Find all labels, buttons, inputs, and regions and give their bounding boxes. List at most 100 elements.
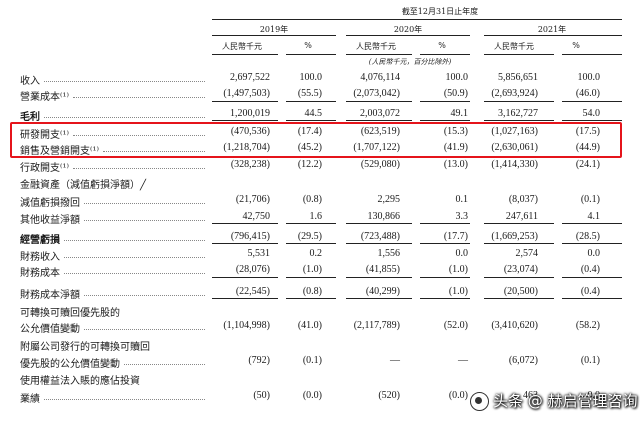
subtotal-rule (484, 101, 554, 102)
percent-cell: (29.5) (297, 231, 322, 242)
subtotal-rule (286, 120, 336, 121)
subtotal-rule (562, 277, 622, 278)
amount-cell: (1,669,253) (491, 231, 538, 242)
percent-cell: (41.0) (297, 320, 322, 331)
amount-cell: (792) (248, 355, 270, 366)
col-amount-2021: 人民幣千元 (494, 42, 534, 51)
watermark: 头条 @ 赫启管理咨询 (470, 390, 638, 411)
table-row: 財務成本 (28,076) (1.0) (41,855) (1.0) (23,074) (0… (0, 264, 640, 279)
subtotal-rule (562, 298, 622, 299)
subtotal-rule (346, 101, 412, 102)
subtotal-rule (346, 120, 412, 121)
amount-cell: 2,574 (515, 248, 539, 259)
percent-cell: 1.6 (309, 211, 323, 222)
col-amount-2020: 人民幣千元 (356, 42, 396, 51)
amount-cell: (22,545) (235, 286, 270, 297)
dot-leader (64, 273, 205, 274)
amount-cell: (40,299) (365, 286, 400, 297)
amount-cell: 130,866 (367, 211, 401, 222)
year-rule-2020 (346, 35, 470, 36)
row-label: 可轉換可贖回優先股的 (20, 308, 120, 319)
amount-cell: (529,080) (360, 159, 400, 170)
row-label: 使用權益法入賬的應佔投資 (20, 376, 140, 387)
percent-cell: (58.2) (575, 320, 600, 331)
percent-cell: (0.8) (302, 194, 322, 205)
dot-leader (73, 168, 205, 169)
table-row: 業績 (50) (0.0) (520) (0.0) 463 0.0 (0, 390, 640, 405)
amount-cell: (2,073,042) (353, 88, 400, 99)
row-label: 財務成本淨額 (20, 290, 80, 301)
amount-cell: 5,856,651 (498, 72, 538, 83)
year-rule-2021 (484, 35, 622, 36)
dot-leader (103, 151, 205, 152)
subtotal-rule (562, 101, 622, 102)
col-rule-3 (346, 54, 412, 55)
percent-cell: — (458, 355, 468, 366)
table-row: 銷售及營銷開支⁽¹⁾ (1,218,704) (45.2) (1,707,122) (4… (0, 142, 640, 157)
amount-cell: (520) (378, 390, 400, 401)
subtotal-rule (286, 101, 336, 102)
percent-cell: (52.0) (443, 320, 468, 331)
amount-cell: 2,295 (377, 194, 401, 205)
percent-cell: 0.1 (455, 194, 469, 205)
table-row: 營業成本⁽¹⁾ (1,497,503) (55.5) (2,073,042) (50.9… (0, 88, 640, 103)
percent-cell: (17.4) (297, 126, 322, 137)
row-label: 金融資產（減值虧損淨額）╱ (20, 180, 147, 191)
amount-cell: (23,074) (503, 264, 538, 275)
amount-cell: (50) (253, 390, 270, 401)
amount-cell: (20,500) (503, 286, 538, 297)
amount-cell: (723,488) (360, 231, 400, 242)
percent-cell: 100.0 (577, 72, 601, 83)
amount-cell: (623,519) (360, 126, 400, 137)
watermark-logo-icon (470, 392, 489, 411)
percent-cell: (55.5) (297, 88, 322, 99)
amount-cell: — (390, 355, 400, 366)
subtotal-rule (484, 298, 554, 299)
subtotal-rule (286, 223, 336, 224)
row-label: 毛利 (20, 112, 40, 123)
dot-leader (44, 399, 205, 400)
percent-cell: (1.0) (302, 264, 322, 275)
row-label: 業績 (20, 394, 40, 405)
percent-cell: 3.3 (455, 211, 469, 222)
subtotal-rule (212, 101, 278, 102)
amount-cell: (2,693,924) (491, 88, 538, 99)
highlight-box (10, 122, 622, 158)
amount-cell: (328,238) (230, 159, 270, 170)
subtotal-rule (212, 243, 278, 244)
amount-cell: 2,003,072 (360, 108, 400, 119)
col-pct-2019: % (304, 41, 312, 50)
table-row: 減值虧損撥回 (21,706) (0.8) 2,295 0.1 (8,037) (0.1) (0, 194, 640, 209)
percent-cell: (0.1) (302, 355, 322, 366)
table-row: 研發開支⁽¹⁾ (470,536) (17.4) (623,519) (15.3) (1,… (0, 126, 640, 141)
subtotal-rule (286, 277, 336, 278)
subtotal-rule (484, 277, 554, 278)
percent-cell: (0.1) (580, 355, 600, 366)
row-label: 銷售及營銷開支⁽¹⁾ (20, 146, 99, 157)
subtotal-rule (420, 101, 470, 102)
percent-cell: 0.0 (587, 390, 601, 401)
percent-cell: 0.0 (455, 248, 469, 259)
percent-cell: 44.5 (304, 108, 323, 119)
unit-note: (人民幣千元，百分比除外) (368, 58, 452, 66)
amount-cell: (1,497,503) (223, 88, 270, 99)
row-label: 優先股的公允價值變動 (20, 359, 120, 370)
period-header: 截至12月31日止年度 (401, 7, 479, 16)
percent-cell: (0.4) (580, 286, 600, 297)
percent-cell: (0.8) (302, 286, 322, 297)
subtotal-rule (212, 298, 278, 299)
subtotal-rule (420, 120, 470, 121)
percent-cell: (41.9) (443, 142, 468, 153)
amount-cell: (1,027,163) (491, 126, 538, 137)
amount-cell: (3,410,620) (491, 320, 538, 331)
year-rule-2019 (212, 35, 336, 36)
percent-cell: (17.5) (575, 126, 600, 137)
amount-cell: 1,556 (377, 248, 401, 259)
amount-cell: (470,536) (230, 126, 270, 137)
row-label: 經營虧損 (20, 235, 60, 246)
percent-cell: (0.0) (448, 390, 468, 401)
percent-cell: 100.0 (445, 72, 469, 83)
row-label: 行政開支⁽¹⁾ (20, 163, 69, 174)
year-2021-header: 2021年 (537, 25, 567, 34)
row-label: 營業成本⁽¹⁾ (20, 92, 69, 103)
